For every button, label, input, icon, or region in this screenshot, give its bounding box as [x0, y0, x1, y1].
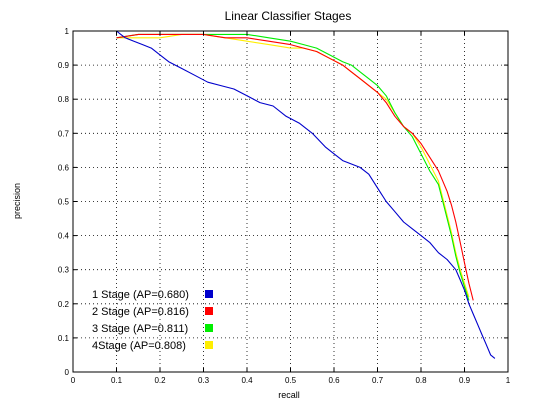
x-tick-label: 0.8 — [415, 376, 427, 385]
legend: 1 Stage (AP=0.680) 2 Stage (AP=0.816) 3 St… — [92, 289, 213, 352]
chart-title: Linear Classifier Stages — [225, 9, 352, 23]
x-tick-label: 0.4 — [241, 376, 253, 385]
legend-swatch — [205, 307, 213, 315]
y-tick-label: 1 — [65, 27, 70, 36]
y-tick-label: 0.3 — [58, 266, 70, 275]
legend-entry-label: 4Stage (AP=0.808) — [92, 340, 186, 352]
y-tick-label: 0.5 — [58, 198, 70, 207]
y-tick-label: 0.2 — [58, 300, 70, 309]
y-tick-label: 0.4 — [58, 232, 70, 241]
x-tick-label: 0 — [71, 376, 76, 385]
legend-entry-label: 3 Stage (AP=0.811) — [92, 323, 188, 335]
x-tick-label: 0.2 — [154, 376, 166, 385]
series-line-3 — [116, 33, 470, 301]
x-tick-label: 0.6 — [328, 376, 340, 385]
legend-entry-label: 2 Stage (AP=0.816) — [92, 306, 189, 318]
series-lines — [116, 30, 496, 359]
y-axis-title: precision — [12, 183, 22, 219]
x-tick-label: 0.5 — [285, 376, 297, 385]
y-tick-label: 0.6 — [58, 163, 70, 172]
legend-swatch — [205, 290, 213, 298]
series-line-1 — [116, 30, 496, 359]
series-line-2 — [116, 33, 474, 301]
y-tick-label: 0.8 — [58, 95, 70, 104]
y-tick-label: 0.7 — [58, 129, 70, 138]
y-tick-label: 0 — [65, 368, 70, 377]
axis-ticks: 0 0.1 0.2 0.3 0.4 0.5 0.6 0.7 0.8 0.9 1 0 0.1 0.2 0.3 0… — [58, 27, 511, 385]
x-tick-label: 0.7 — [372, 376, 384, 385]
y-tick-label: 0.1 — [58, 334, 70, 343]
x-tick-label: 1 — [506, 376, 511, 385]
y-tick-label: 0.9 — [58, 61, 70, 70]
x-tick-label: 0.1 — [111, 376, 123, 385]
legend-entry-label: 1 Stage (AP=0.680) — [92, 289, 189, 301]
legend-swatch — [205, 341, 213, 349]
x-axis-title: recall — [278, 390, 300, 400]
x-tick-label: 0.9 — [459, 376, 471, 385]
x-tick-label: 0.3 — [198, 376, 210, 385]
legend-swatch — [205, 324, 213, 332]
grid — [73, 31, 508, 372]
